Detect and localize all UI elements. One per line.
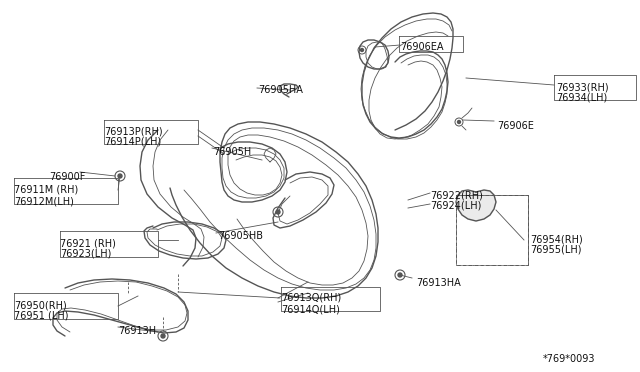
- Text: 76914P(LH): 76914P(LH): [104, 137, 161, 147]
- Text: 76923(LH): 76923(LH): [60, 249, 111, 259]
- Text: 76900F: 76900F: [49, 172, 85, 182]
- Text: 76921 (RH): 76921 (RH): [60, 238, 116, 248]
- Circle shape: [458, 121, 461, 124]
- Text: *769*0093: *769*0093: [543, 354, 595, 364]
- Circle shape: [161, 334, 165, 338]
- Text: 76933(RH): 76933(RH): [556, 82, 609, 92]
- Text: 76913P(RH): 76913P(RH): [104, 126, 163, 136]
- Text: 76913HA: 76913HA: [416, 278, 461, 288]
- Text: 76913Q(RH): 76913Q(RH): [281, 293, 341, 303]
- Text: 76934(LH): 76934(LH): [556, 93, 607, 103]
- Text: 76911M (RH): 76911M (RH): [14, 185, 78, 195]
- Circle shape: [360, 48, 364, 51]
- Text: 76906E: 76906E: [497, 121, 534, 131]
- Text: 76905H: 76905H: [213, 147, 252, 157]
- Text: 76906EA: 76906EA: [400, 42, 444, 52]
- Text: 76951 (LH): 76951 (LH): [14, 311, 68, 321]
- Text: 76922(RH): 76922(RH): [430, 190, 483, 200]
- Text: 76955(LH): 76955(LH): [530, 245, 582, 255]
- Text: 76954(RH): 76954(RH): [530, 234, 583, 244]
- Circle shape: [118, 174, 122, 178]
- Text: 76950(RH): 76950(RH): [14, 300, 67, 310]
- Circle shape: [398, 273, 402, 277]
- Text: 76913H: 76913H: [118, 326, 156, 336]
- Text: 76905HA: 76905HA: [258, 85, 303, 95]
- Text: 76914Q(LH): 76914Q(LH): [281, 304, 340, 314]
- Circle shape: [276, 210, 280, 214]
- Text: 76905HB: 76905HB: [218, 231, 263, 241]
- Polygon shape: [456, 190, 496, 221]
- Text: 76912M(LH): 76912M(LH): [14, 196, 74, 206]
- Text: 76924(LH): 76924(LH): [430, 201, 481, 211]
